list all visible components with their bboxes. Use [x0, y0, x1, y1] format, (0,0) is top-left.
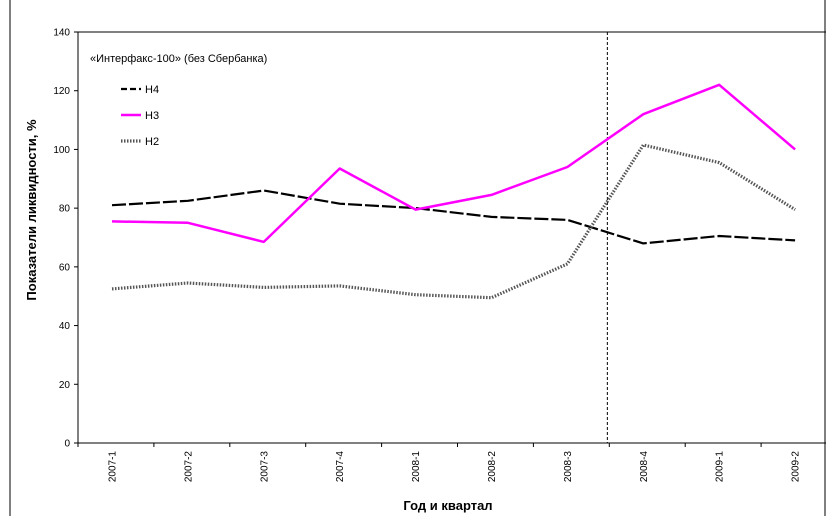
series-line-1	[111, 189, 796, 245]
y-axis-title: Показатели ликвидности, %	[24, 119, 39, 301]
y-tick-label: 40	[59, 321, 71, 332]
y-tick-label: 20	[59, 380, 71, 391]
x-tick-label: 2007-1	[108, 451, 119, 483]
x-tick-label: 2008-1	[411, 451, 422, 483]
x-tick-label: 2007-4	[335, 451, 346, 483]
y-tick-label: 0	[64, 439, 70, 450]
x-axis-title: Год и квартал	[403, 498, 492, 513]
x-tick-label: 2007-3	[259, 451, 270, 483]
y-tick-label: 80	[59, 204, 71, 215]
y-tick-label: 100	[53, 145, 70, 156]
legend-label: Н3	[145, 110, 159, 122]
x-tick-label: 2007-2	[183, 451, 194, 483]
y-tick-label: 140	[53, 28, 70, 39]
series-line-2	[111, 83, 796, 244]
legend-label: Н2	[145, 136, 159, 148]
x-tick-label: 2008-2	[487, 451, 498, 483]
x-tick-label: 2008-4	[639, 451, 650, 483]
legend-label: Н4	[145, 84, 159, 96]
series-line-3	[111, 143, 796, 300]
y-tick-label: 120	[53, 86, 70, 97]
y-tick-label: 60	[59, 262, 71, 273]
x-tick-label: 2008-3	[563, 451, 574, 483]
x-tick-label: 2009-2	[791, 451, 802, 483]
x-tick-label: 2009-1	[715, 451, 726, 483]
chart-title: «Интерфакс-100» (без Сбербанка)	[90, 53, 267, 65]
